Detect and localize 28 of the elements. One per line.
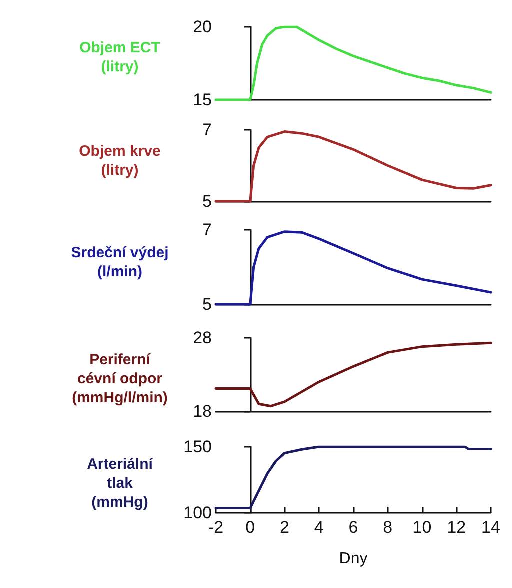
x-tick-label: 12 (447, 518, 466, 537)
x-tick-label: 0 (246, 518, 256, 537)
x-axis-title: Dny (339, 550, 368, 568)
y-axis-title: Srdeční výdej (l/min) (71, 244, 169, 280)
y-tick-label: 28 (193, 328, 212, 348)
line-series (214, 230, 492, 306)
y-axis-title: Objem ECT (litry) (80, 40, 160, 76)
y-tick-label: 18 (193, 402, 212, 421)
x-tick-label: 4 (314, 518, 324, 537)
line-series (214, 130, 492, 203)
line-series (214, 342, 492, 408)
y-tick-label: 5 (202, 192, 212, 211)
y-tick-label: 5 (202, 295, 212, 314)
y-tick-label: 7 (202, 220, 212, 240)
line-series (214, 26, 492, 102)
y-axis-title: Objem krve (litry) (79, 143, 161, 179)
y-tick-label: 20 (193, 18, 212, 36)
x-tick-label: 14 (482, 518, 500, 537)
y-tick-label: 7 (202, 120, 212, 140)
y-axis-title: Periferní cévní odpor (mmHg/l/min) (72, 352, 168, 406)
y-tick-label: 150 (184, 438, 212, 456)
y-tick-label: 15 (193, 90, 212, 110)
x-tick-label: 8 (383, 518, 393, 537)
y-axis-title: Arteriální tlak (mmHg) (87, 456, 154, 511)
x-tick-label: 6 (348, 518, 358, 537)
line-series (214, 446, 492, 510)
x-tick-label: 10 (412, 518, 432, 537)
x-tick-label: 2 (280, 518, 290, 537)
